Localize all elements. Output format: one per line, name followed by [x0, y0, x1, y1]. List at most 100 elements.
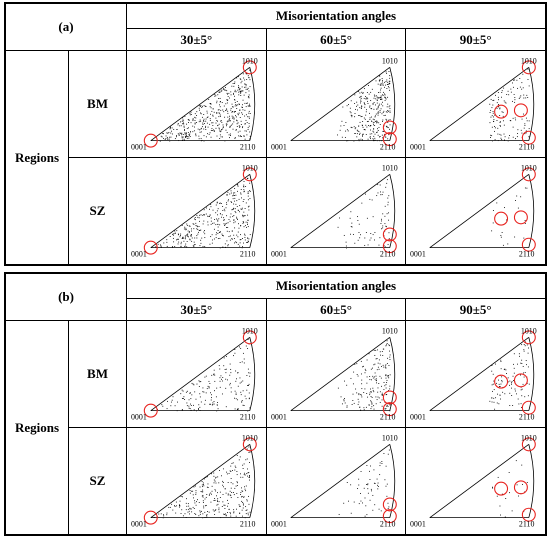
panel-b-table: (b) Misorientation angles 30±5° 60±5° 90… — [4, 273, 546, 535]
label-2110: 2110 — [380, 143, 396, 152]
highlight-circles — [382, 227, 397, 254]
label-2110: 2110 — [380, 250, 396, 259]
pole-figure-a-bm-30: 0001 1010 2110 — [131, 56, 258, 152]
orientation-points — [491, 187, 528, 246]
label-1010: 1010 — [521, 163, 537, 172]
angle-header-90: 90±5° — [405, 298, 546, 321]
highlight-circles — [494, 330, 537, 415]
angle-header-60: 60±5° — [265, 298, 407, 321]
pole-figure-b-sz-60: 0001 1010 2110 — [271, 433, 398, 529]
label-1010: 1010 — [382, 326, 398, 335]
pole-figure-a-sz-30: 0001 1010 2110 — [131, 163, 258, 259]
highlight-circles — [494, 60, 537, 145]
label-1010: 1010 — [242, 433, 258, 442]
label-2110: 2110 — [519, 250, 535, 259]
pole-figure-a-bm-60: 0001 1010 2110 — [271, 56, 398, 152]
label-0001: 0001 — [271, 143, 287, 152]
pole-figure-a-sz-90: 0001 1010 2110 — [410, 163, 537, 259]
label-0001: 0001 — [271, 413, 287, 422]
label-0001: 0001 — [410, 250, 426, 259]
panel-a: (a) Misorientation angles 30±5° 60±5° 90… — [4, 2, 547, 266]
orientation-points — [159, 69, 251, 142]
label-2110: 2110 — [519, 413, 535, 422]
label-1010: 1010 — [521, 326, 537, 335]
label-2110: 2110 — [240, 143, 256, 152]
orientation-points — [337, 340, 391, 412]
highlight-circles — [143, 437, 257, 525]
label-2110: 2110 — [380, 413, 396, 422]
highlight-circles — [494, 437, 537, 522]
label-0001: 0001 — [131, 250, 147, 259]
row-label-sz: SZ — [67, 427, 128, 535]
orientation-points — [492, 460, 529, 518]
label-0001: 0001 — [131, 413, 147, 422]
label-1010: 1010 — [382, 56, 398, 65]
label-0001: 0001 — [271, 520, 287, 529]
row-label-bm: BM — [67, 320, 128, 428]
pole-figure-b-bm-90: 0001 1010 2110 — [410, 326, 537, 422]
label-0001: 0001 — [131, 520, 147, 529]
sector-outline — [150, 174, 256, 249]
highlight-circles — [143, 330, 257, 418]
orientation-points — [489, 68, 530, 142]
sector-outline — [429, 444, 535, 519]
highlight-circles — [143, 60, 257, 148]
label-0001: 0001 — [410, 413, 426, 422]
label-2110: 2110 — [519, 520, 535, 529]
label-0001: 0001 — [131, 143, 147, 152]
panel-a-table: (a) Misorientation angles 30±5° 60±5° 90… — [4, 3, 546, 265]
label-2110: 2110 — [519, 143, 535, 152]
angle-header-30: 30±5° — [126, 28, 267, 51]
regions-label: Regions — [5, 50, 69, 265]
label-2110: 2110 — [380, 520, 396, 529]
misorientation-header: Misorientation angles — [126, 273, 546, 299]
sector-outline — [150, 67, 256, 142]
pole-figure-a-sz-60: 0001 1010 2110 — [271, 163, 398, 259]
pole-figure-b-sz-30: 0001 1010 2110 — [131, 433, 258, 529]
sector-outline — [429, 337, 535, 412]
sector-outline — [429, 67, 535, 142]
panel-b: (b) Misorientation angles 30±5° 60±5° 90… — [4, 272, 547, 536]
panel-label: (a) — [4, 3, 128, 51]
misorientation-header: Misorientation angles — [126, 3, 546, 29]
pole-figure-b-bm-60: 0001 1010 2110 — [271, 326, 398, 422]
label-1010: 1010 — [242, 163, 258, 172]
orientation-points — [337, 179, 390, 249]
label-1010: 1010 — [242, 326, 258, 335]
label-0001: 0001 — [271, 250, 287, 259]
orientation-points — [338, 449, 390, 517]
highlight-circles — [143, 167, 257, 255]
orientation-points — [153, 446, 251, 519]
sector-outline — [150, 444, 256, 519]
highlight-circles — [494, 167, 537, 252]
sector-outline — [429, 174, 535, 249]
orientation-points — [489, 341, 531, 410]
highlight-circles — [382, 497, 397, 524]
label-1010: 1010 — [521, 433, 537, 442]
angle-header-30: 30±5° — [126, 298, 267, 321]
row-label-sz: SZ — [67, 157, 128, 265]
label-2110: 2110 — [240, 413, 256, 422]
label-1010: 1010 — [382, 433, 398, 442]
pole-figure-b-bm-30: 0001 1010 2110 — [131, 326, 258, 422]
orientation-points — [155, 177, 251, 249]
regions-label: Regions — [5, 320, 69, 535]
highlight-circles — [382, 390, 397, 417]
sector-outline — [290, 174, 395, 249]
orientation-points — [157, 339, 251, 412]
orientation-points — [336, 71, 391, 142]
label-2110: 2110 — [240, 520, 256, 529]
sector-outline — [290, 444, 395, 519]
label-0001: 0001 — [410, 520, 426, 529]
label-1010: 1010 — [242, 56, 258, 65]
highlight-circles — [382, 120, 397, 147]
sector-outline — [150, 337, 256, 412]
label-1010: 1010 — [521, 56, 537, 65]
row-label-bm: BM — [67, 50, 128, 158]
panel-label: (b) — [4, 273, 128, 321]
pole-figure-a-bm-90: 0001 1010 2110 — [410, 56, 537, 152]
sector-outline — [290, 337, 395, 412]
label-0001: 0001 — [410, 143, 426, 152]
pole-figure-b-sz-90: 0001 1010 2110 — [410, 433, 537, 529]
label-1010: 1010 — [382, 163, 398, 172]
